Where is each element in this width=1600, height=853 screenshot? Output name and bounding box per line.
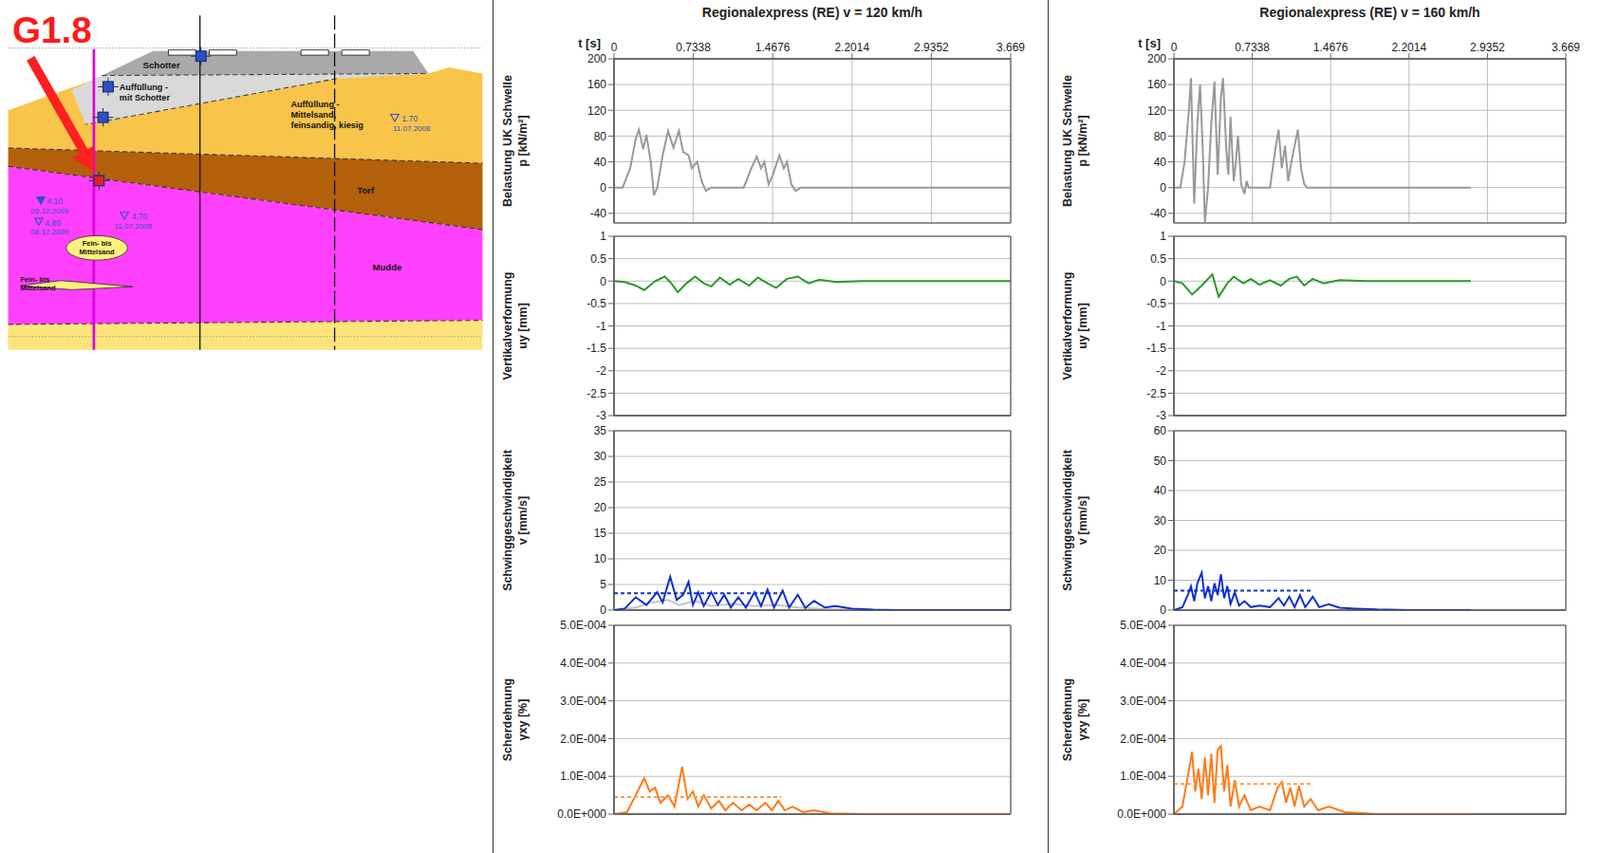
svg-text:Vertikalverformunguy [mm]: Vertikalverformunguy [mm] xyxy=(1060,272,1090,381)
svg-text:4,10: 4,10 xyxy=(46,196,63,206)
svg-text:3.0E-004: 3.0E-004 xyxy=(1119,694,1167,708)
svg-text:10: 10 xyxy=(1153,574,1168,588)
svg-text:2.0E-004: 2.0E-004 xyxy=(1119,732,1167,746)
svg-text:2.2014: 2.2014 xyxy=(1391,40,1427,55)
svg-text:2.0E-004: 2.0E-004 xyxy=(559,732,607,746)
svg-text:0: 0 xyxy=(1171,40,1178,55)
svg-text:-2.5: -2.5 xyxy=(586,387,607,401)
svg-text:t [s]: t [s] xyxy=(1137,36,1161,51)
svg-text:Auffüllung -mit Schotter: Auffüllung -mit Schotter xyxy=(119,82,171,103)
svg-text:4,70: 4,70 xyxy=(131,211,149,222)
svg-text:40: 40 xyxy=(1153,483,1168,498)
svg-text:11.07.2008: 11.07.2008 xyxy=(392,124,431,133)
svg-text:-3: -3 xyxy=(1155,409,1167,423)
svg-text:-40: -40 xyxy=(590,206,608,221)
svg-text:2.9352: 2.9352 xyxy=(1469,40,1506,55)
svg-text:80: 80 xyxy=(594,130,608,144)
svg-text:1.70: 1.70 xyxy=(402,113,419,124)
svg-text:5: 5 xyxy=(599,577,607,592)
svg-text:-2: -2 xyxy=(595,364,607,378)
svg-text:Fein- bisMittelsand: Fein- bisMittelsand xyxy=(79,239,116,257)
svg-text:1.4676: 1.4676 xyxy=(755,40,791,55)
svg-text:3.669: 3.669 xyxy=(996,40,1025,55)
svg-text:t [s]: t [s] xyxy=(577,36,601,51)
svg-text:-1.5: -1.5 xyxy=(586,341,607,355)
svg-text:-2.5: -2.5 xyxy=(1146,387,1167,401)
svg-text:-0.5: -0.5 xyxy=(1146,297,1167,311)
svg-text:Scherdehnungγxy [%]: Scherdehnungγxy [%] xyxy=(501,678,530,763)
svg-text:3.0E-004: 3.0E-004 xyxy=(559,694,607,708)
svg-text:Belastung UK Schwellep [kN/m²]: Belastung UK Schwellep [kN/m²] xyxy=(501,74,530,207)
svg-text:Auffüllung -Mittelsand,feinsan: Auffüllung -Mittelsand,feinsandig, kiesi… xyxy=(290,99,364,131)
svg-text:2.2014: 2.2014 xyxy=(834,40,870,55)
svg-text:1.0E-004: 1.0E-004 xyxy=(1119,769,1167,783)
svg-text:-1.5: -1.5 xyxy=(1146,341,1167,355)
svg-text:0.0E+000: 0.0E+000 xyxy=(1116,807,1167,821)
html-text:Regionalexpress (RE) v = 160 k: Regionalexpress (RE) v = 160 km/h xyxy=(1259,4,1481,20)
svg-text:20: 20 xyxy=(1153,543,1168,558)
svg-text:11.07.2008: 11.07.2008 xyxy=(113,222,152,231)
svg-text:Torf: Torf xyxy=(356,185,375,196)
svg-text:200: 200 xyxy=(1147,52,1167,66)
svg-text:0: 0 xyxy=(1159,275,1167,289)
svg-text:80: 80 xyxy=(1153,130,1168,144)
svg-text:15: 15 xyxy=(594,526,608,540)
svg-text:Schotter: Schotter xyxy=(143,59,181,71)
svg-text:30: 30 xyxy=(1153,514,1168,528)
svg-text:-1: -1 xyxy=(1155,319,1167,334)
svg-text:4.0E-004: 4.0E-004 xyxy=(559,656,607,670)
svg-text:10: 10 xyxy=(594,552,608,566)
svg-text:3.669: 3.669 xyxy=(1551,40,1581,55)
svg-text:0.7338: 0.7338 xyxy=(1234,40,1270,55)
svg-text:-3: -3 xyxy=(595,409,607,423)
svg-text:0.0E+000: 0.0E+000 xyxy=(557,807,607,821)
svg-text:20: 20 xyxy=(594,501,608,515)
svg-text:50: 50 xyxy=(1153,454,1168,468)
svg-text:Vertikalverformunguy [mm]: Vertikalverformunguy [mm] xyxy=(501,272,530,381)
svg-text:-40: -40 xyxy=(1150,206,1168,221)
svg-text:2.9352: 2.9352 xyxy=(913,40,949,55)
svg-text:120: 120 xyxy=(587,104,607,118)
svg-text:0.5: 0.5 xyxy=(590,252,607,266)
svg-text:Scherdehnungγxy [%]: Scherdehnungγxy [%] xyxy=(1060,678,1090,763)
svg-text:60: 60 xyxy=(1153,424,1168,438)
svg-text:5.0E-004: 5.0E-004 xyxy=(1119,618,1167,633)
svg-text:0: 0 xyxy=(611,40,618,55)
svg-text:Schwinggeschwindigkeitv [mm/s]: Schwinggeschwindigkeitv [mm/s] xyxy=(501,448,530,591)
svg-text:120: 120 xyxy=(1147,104,1167,118)
svg-text:0.5: 0.5 xyxy=(1150,252,1167,266)
svg-text:0: 0 xyxy=(599,275,607,289)
svg-text:1.4676: 1.4676 xyxy=(1313,40,1349,55)
svg-text:-1: -1 xyxy=(595,319,607,334)
svg-text:1: 1 xyxy=(1159,229,1167,243)
svg-text:08.12.2009: 08.12.2009 xyxy=(30,227,70,237)
svg-text:Schwinggeschwindigkeitv [mm/s]: Schwinggeschwindigkeitv [mm/s] xyxy=(1060,448,1090,591)
svg-text:160: 160 xyxy=(1147,77,1167,92)
svg-text:0: 0 xyxy=(599,181,607,195)
svg-text:Fein- bisMittelsand: Fein- bisMittelsand xyxy=(20,275,57,293)
svg-text:-2: -2 xyxy=(1155,364,1167,378)
svg-text:-0.5: -0.5 xyxy=(586,297,607,311)
svg-text:5.0E-004: 5.0E-004 xyxy=(559,618,607,633)
svg-text:Belastung UK Schwellep [kN/m²]: Belastung UK Schwellep [kN/m²] xyxy=(1060,74,1090,207)
svg-text:4,80: 4,80 xyxy=(44,218,61,228)
svg-text:1.0E-004: 1.0E-004 xyxy=(559,769,607,783)
svg-text:0: 0 xyxy=(1159,603,1167,617)
svg-text:200: 200 xyxy=(587,52,607,66)
html-text:Regionalexpress (RE) v = 120 k: Regionalexpress (RE) v = 120 km/h xyxy=(702,4,923,20)
svg-text:30: 30 xyxy=(594,449,608,464)
svg-text:09.12.2009: 09.12.2009 xyxy=(30,206,70,216)
svg-text:35: 35 xyxy=(594,424,608,438)
svg-text:0.7338: 0.7338 xyxy=(675,40,711,55)
svg-text:0: 0 xyxy=(599,603,607,617)
svg-text:40: 40 xyxy=(594,155,608,169)
svg-text:0: 0 xyxy=(1159,181,1167,195)
svg-text:25: 25 xyxy=(594,475,608,489)
svg-text:40: 40 xyxy=(1153,155,1168,169)
svg-text:1: 1 xyxy=(599,229,607,243)
svg-text:160: 160 xyxy=(587,77,607,92)
svg-text:G1.8: G1.8 xyxy=(12,9,93,51)
svg-text:4.0E-004: 4.0E-004 xyxy=(1119,656,1167,670)
svg-text:Mudde: Mudde xyxy=(372,261,403,273)
